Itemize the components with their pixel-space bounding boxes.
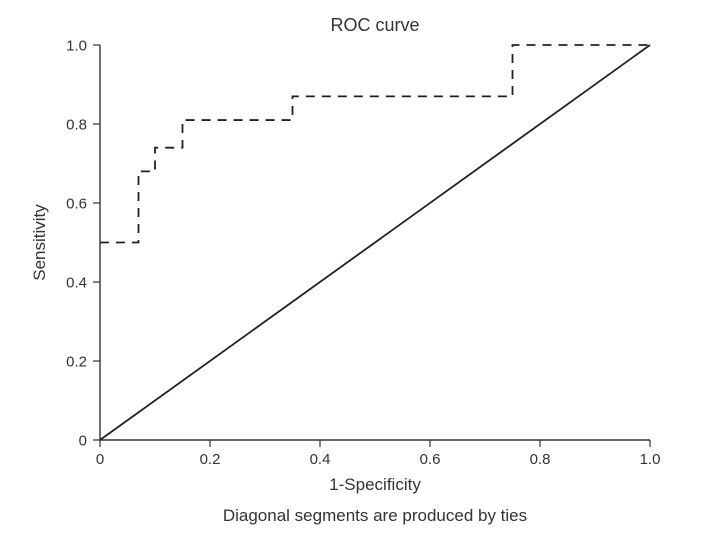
y-tick-label: 0 (79, 432, 87, 449)
y-axis-label: Sensitivity (30, 204, 49, 281)
x-axis-label: 1-Specificity (329, 475, 421, 494)
y-tick-label: 0.2 (66, 353, 87, 370)
x-tick-label: 0.8 (530, 451, 551, 468)
x-tick-label: 1.0 (640, 451, 661, 468)
x-tick-label: 0.4 (310, 451, 331, 468)
y-tick-label: 0.8 (66, 116, 87, 133)
chart-container: 0 0.2 0.4 0.6 0.8 1.0 0 0.2 0.4 0.6 0.8 1.0 ROC curv… (0, 0, 701, 535)
chart-title: ROC curve (330, 15, 419, 35)
y-tick-label: 0.6 (66, 195, 87, 212)
x-tick-label: 0.6 (420, 451, 441, 468)
diagonal-reference-line (100, 45, 650, 440)
y-tick-label: 0.4 (66, 274, 87, 291)
roc-chart-svg: 0 0.2 0.4 0.6 0.8 1.0 0 0.2 0.4 0.6 0.8 1.0 ROC curv… (0, 0, 701, 535)
x-tick-label: 0.2 (200, 451, 221, 468)
y-tick-label: 1.0 (66, 37, 87, 54)
roc-curve-line (100, 45, 650, 243)
x-tick-label: 0 (96, 451, 104, 468)
chart-caption: Diagonal segments are produced by ties (223, 506, 527, 525)
